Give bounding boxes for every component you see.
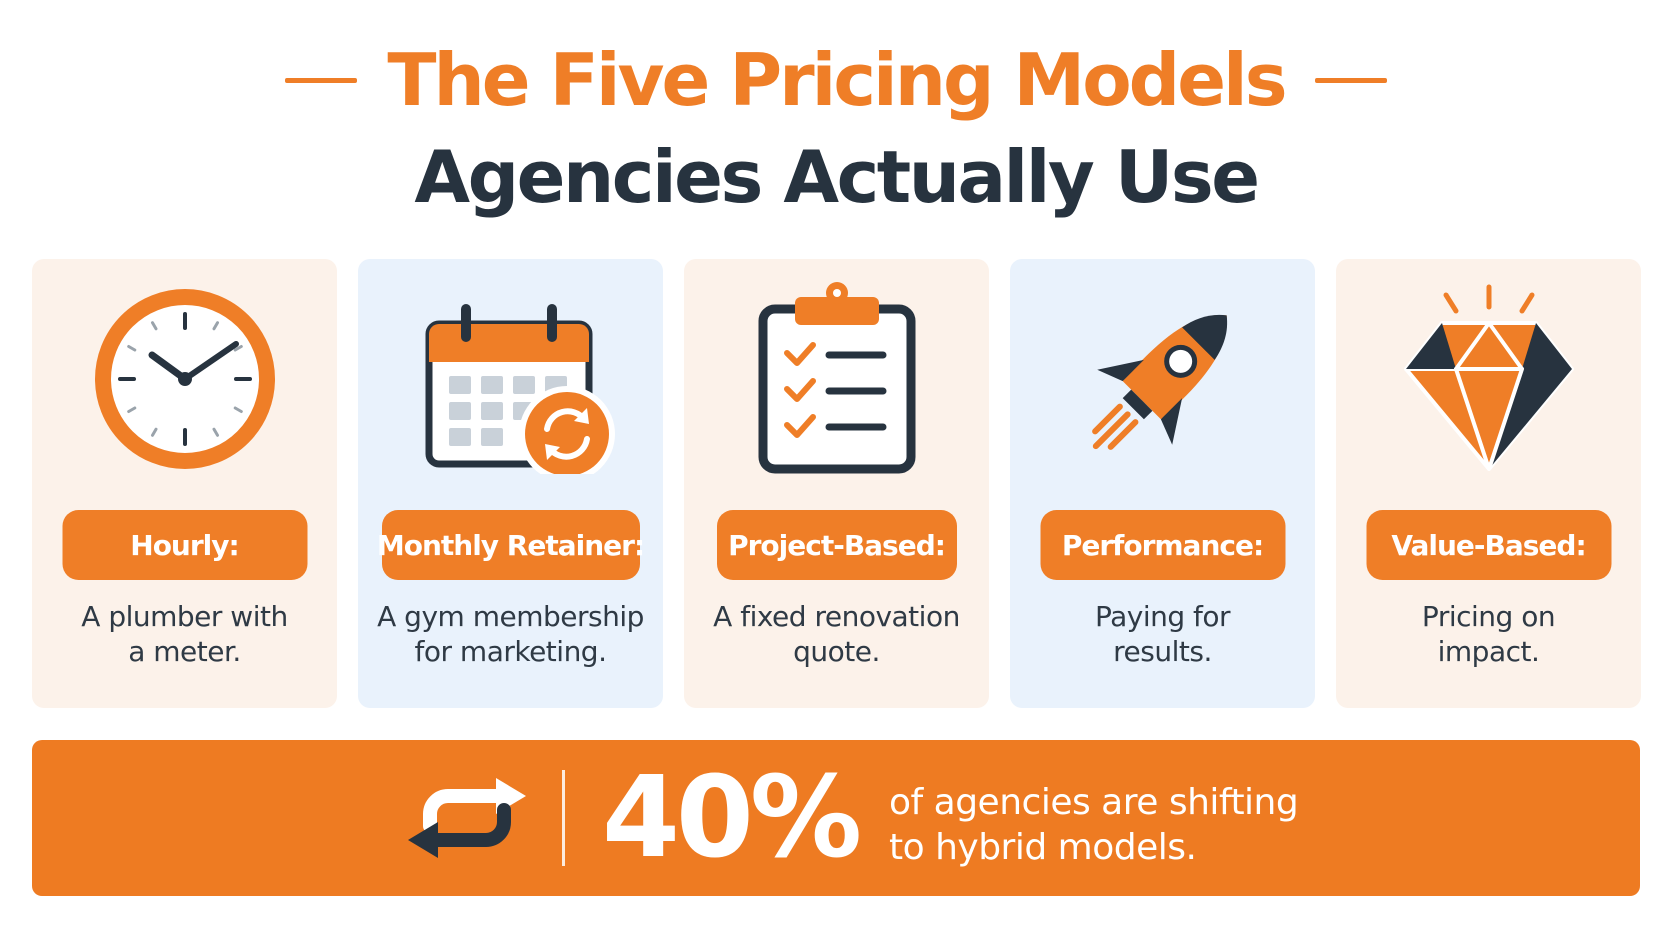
title-dash-right	[1314, 77, 1387, 83]
desc-monthly-retainer-line1: A gym membership	[377, 600, 644, 633]
pill-monthly-retainer: Monthly Retainer:	[377, 510, 645, 580]
rocket-icon	[1091, 314, 1227, 450]
stat-description-line2: to hybrid models.	[889, 827, 1197, 868]
desc-value-based-line2: impact.	[1437, 635, 1540, 668]
pill-performance: Performance:	[1040, 510, 1285, 580]
desc-hourly-line1: A plumber with	[81, 600, 288, 633]
desc-project-based-line1: A fixed renovation	[713, 600, 960, 633]
repeat-arrows-icon	[408, 778, 526, 858]
desc-value-based-line1: Pricing on	[1421, 600, 1556, 633]
desc-monthly-retainer-line2: for marketing.	[414, 635, 607, 668]
desc-value-based: Pricing on impact.	[1336, 599, 1641, 669]
clipboard-checklist-icon	[758, 282, 915, 474]
banner-divider	[562, 770, 565, 866]
card-monthly-retainer: Monthly Retainer: A gym membership for m…	[358, 259, 663, 708]
header: The Five Pricing Models Agencies Actuall…	[0, 30, 1672, 222]
title-line1-row: The Five Pricing Models	[0, 30, 1672, 130]
stat-description-line1: of agencies are shifting	[889, 782, 1299, 823]
stat-description: of agencies are shifting to hybrid model…	[889, 780, 1489, 870]
page-title: The Five Pricing Models	[387, 38, 1287, 122]
pill-hourly: Hourly:	[62, 510, 307, 580]
card-hourly: Hourly: A plumber with a meter.	[32, 259, 337, 708]
pill-project-based: Project-Based:	[716, 510, 957, 580]
calendar-refresh-icon	[425, 304, 615, 474]
card-value-based: Value-Based: Pricing on impact.	[1336, 259, 1641, 708]
desc-project-based-line2: quote.	[793, 635, 880, 668]
diamond-icon	[1403, 284, 1574, 471]
page-subtitle: Agencies Actually Use	[414, 135, 1260, 219]
pricing-cards: Hourly: A plumber with a meter.	[32, 259, 1641, 708]
title-dash-left	[285, 77, 358, 83]
desc-project-based: A fixed renovation quote.	[684, 599, 989, 669]
desc-performance-line1: Paying for	[1094, 600, 1231, 633]
card-project-based: Project-Based: A fixed renovation quote.	[684, 259, 989, 708]
desc-monthly-retainer: A gym membership for marketing.	[358, 599, 663, 669]
desc-hourly-line2: a meter.	[128, 635, 241, 668]
desc-hourly: A plumber with a meter.	[32, 599, 337, 669]
card-performance: Performance: Paying for results.	[1010, 259, 1315, 708]
desc-performance: Paying for results.	[1010, 599, 1315, 669]
pill-value-based: Value-Based:	[1366, 510, 1611, 580]
desc-performance-line2: results.	[1113, 635, 1212, 668]
stat-value: 40%	[602, 753, 862, 883]
stat-banner: 40% of agencies are shifting to hybrid m…	[32, 740, 1640, 896]
clock-icon	[94, 289, 275, 469]
